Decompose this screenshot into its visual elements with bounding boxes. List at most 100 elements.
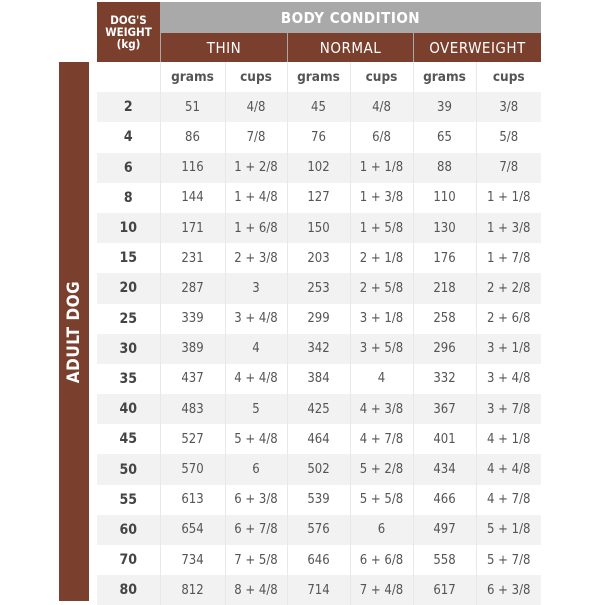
overweight-grams-cell: 617 (412, 575, 476, 605)
thin-cups-cell: 4 + 4/8 (224, 363, 287, 395)
unit-header: grams (286, 62, 350, 93)
condition-normal-header: NORMAL (287, 33, 413, 62)
weight-cell: 80 (97, 575, 160, 605)
overweight-grams-cell: 466 (412, 484, 476, 515)
thin-grams-cell: 339 (159, 303, 225, 334)
thin-cups-cell: 1 + 6/8 (224, 212, 287, 244)
table-row: 70 734 7 + 5/8 646 6 + 6/8 558 5 + 7/8 (97, 545, 541, 576)
overweight-cups-cell: 4 + 4/8 (475, 454, 541, 485)
normal-grams-cell: 714 (286, 575, 350, 605)
table-row: 10 171 1 + 6/8 150 1 + 5/8 130 1 + 3/8 (97, 212, 541, 244)
overweight-cups-cell: 4 + 1/8 (475, 424, 541, 455)
thin-cups-cell: 2 + 3/8 (224, 243, 287, 274)
overweight-grams-cell: 401 (412, 424, 476, 455)
unit-header: cups (224, 62, 287, 93)
normal-grams-cell: 502 (286, 454, 350, 485)
overweight-grams-cell: 110 (412, 182, 476, 213)
feeding-table: grams cups grams cups grams cups 2 51 4/8 4… (97, 62, 541, 605)
normal-grams-cell: 102 (286, 152, 350, 183)
thin-grams-cell: 389 (159, 333, 225, 364)
thin-grams-cell: 116 (159, 152, 225, 183)
weight-cell: 70 (119, 552, 138, 569)
normal-cups-cell: 2 + 1/8 (349, 243, 413, 274)
weight-cell: 20 (97, 273, 160, 304)
overweight-cups-cell: 3 + 7/8 (475, 394, 541, 425)
normal-grams-cell: 342 (286, 333, 350, 364)
normal-cups-cell: 2 + 5/8 (349, 273, 413, 304)
thin-grams-cell: 570 (159, 454, 225, 485)
normal-cups-cell: 1 + 5/8 (349, 212, 413, 244)
weight-cell: 25 (119, 310, 138, 327)
adult-dog-label-band: ADULT DOG (59, 62, 89, 601)
normal-grams-cell: 576 (286, 514, 350, 545)
table-row: 6 116 1 + 2/8 102 1 + 1/8 88 7/8 (97, 152, 541, 183)
normal-cups-cell: 5 + 2/8 (349, 454, 413, 485)
thin-cups-cell: 6 + 3/8 (224, 484, 287, 515)
thin-grams-cell: 527 (159, 424, 225, 455)
normal-grams-cell: 127 (286, 182, 350, 213)
normal-cups-cell: 4 + 3/8 (349, 394, 413, 425)
thin-grams-cell: 812 (159, 575, 225, 605)
thin-grams-cell: 86 (159, 122, 225, 153)
unit-header: grams (412, 62, 476, 93)
weight-cell: 45 (119, 431, 138, 448)
normal-grams-cell: 299 (286, 303, 350, 334)
weight-cell: 50 (97, 454, 160, 485)
table-row: 45 527 5 + 4/8 464 4 + 7/8 401 4 + 1/8 (97, 424, 541, 455)
overweight-cups-cell: 2 + 6/8 (475, 303, 541, 334)
thin-grams-cell: 231 (159, 243, 225, 274)
normal-grams-cell: 646 (286, 545, 350, 576)
overweight-grams-cell: 176 (412, 243, 476, 274)
table-row: 15 231 2 + 3/8 203 2 + 1/8 176 1 + 7/8 (97, 243, 541, 274)
thin-cups-cell: 1 + 4/8 (224, 182, 287, 213)
condition-thin-header: THIN (160, 33, 287, 62)
normal-cups-cell: 6 (349, 514, 413, 545)
weight-cell: 2 (97, 92, 160, 123)
weight-cell: 10 (97, 212, 160, 244)
table-row: 30 389 4 342 3 + 5/8 296 3 + 1/8 (97, 333, 541, 364)
weight-cell: 60 (97, 514, 160, 545)
normal-cups-cell: 5 + 5/8 (349, 484, 413, 515)
weight-cell: 40 (97, 394, 160, 425)
thin-grams-cell: 734 (159, 545, 225, 576)
thin-grams-cell: 483 (159, 394, 225, 425)
normal-cups-cell: 6 + 6/8 (349, 545, 413, 576)
overweight-grams-cell: 258 (412, 303, 476, 334)
table-row: 20 287 3 253 2 + 5/8 218 2 + 2/8 (97, 273, 541, 304)
thin-cups-cell: 5 (224, 394, 287, 425)
thin-grams-cell: 171 (159, 212, 225, 244)
normal-grams-cell: 384 (286, 363, 350, 395)
table-row: 40 483 5 425 4 + 3/8 367 3 + 7/8 (97, 394, 541, 425)
overweight-cups-cell: 1 + 1/8 (475, 182, 541, 213)
normal-cups-cell: 3 + 5/8 (349, 333, 413, 364)
thin-grams-cell: 144 (159, 182, 225, 213)
weight-cell: 15 (119, 250, 138, 267)
units-row: grams cups grams cups grams cups (97, 62, 541, 93)
normal-grams-cell: 464 (286, 424, 350, 455)
normal-cups-cell: 3 + 1/8 (349, 303, 413, 334)
table-row: 8 144 1 + 4/8 127 1 + 3/8 110 1 + 1/8 (97, 182, 541, 213)
table-row: 2 51 4/8 45 4/8 39 3/8 (97, 92, 541, 123)
thin-cups-cell: 7 + 5/8 (224, 545, 287, 576)
weight-header-line: (kg) (116, 37, 141, 51)
weight-cell: 4 (123, 129, 133, 146)
weight-cell: 6 (97, 152, 160, 183)
overweight-cups-cell: 3/8 (475, 92, 541, 123)
unit-header: cups (475, 62, 541, 93)
overweight-cups-cell: 6 + 3/8 (475, 575, 541, 605)
normal-grams-cell: 425 (286, 394, 350, 425)
normal-cups-cell: 1 + 1/8 (349, 152, 413, 183)
thin-grams-cell: 613 (159, 484, 225, 515)
normal-cups-cell: 4 (349, 363, 413, 395)
overweight-cups-cell: 5 + 7/8 (475, 545, 541, 576)
overweight-grams-cell: 434 (412, 454, 476, 485)
body-condition-header: BODY CONDITION (160, 2, 541, 33)
unit-header: cups (349, 62, 413, 93)
overweight-grams-cell: 332 (412, 363, 476, 395)
normal-grams-cell: 76 (286, 122, 350, 153)
thin-cups-cell: 6 + 7/8 (224, 514, 287, 545)
table-row: 25 339 3 + 4/8 299 3 + 1/8 258 2 + 6/8 (97, 303, 541, 334)
weight-cell: 30 (97, 333, 160, 364)
thin-cups-cell: 6 (224, 454, 287, 485)
overweight-cups-cell: 7/8 (475, 152, 541, 183)
